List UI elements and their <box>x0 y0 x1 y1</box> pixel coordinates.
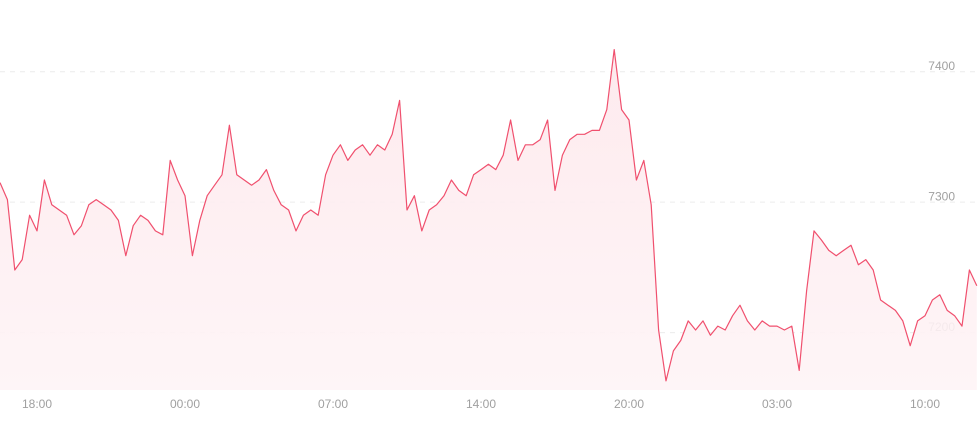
x-tick-label: 10:00 <box>910 397 940 411</box>
y-tick-label: 7400 <box>928 59 955 73</box>
area <box>0 49 977 390</box>
price-line <box>0 49 978 382</box>
x-tick-label: 07:00 <box>318 397 348 411</box>
y-tick-label: 7300 <box>928 189 955 203</box>
x-tick-label: 18:00 <box>22 397 52 411</box>
x-tick-label: 00:00 <box>170 397 200 411</box>
x-tick-label: 03:00 <box>762 397 792 411</box>
x-tick-label: 20:00 <box>614 397 644 411</box>
x-tick-label: 14:00 <box>466 397 496 411</box>
